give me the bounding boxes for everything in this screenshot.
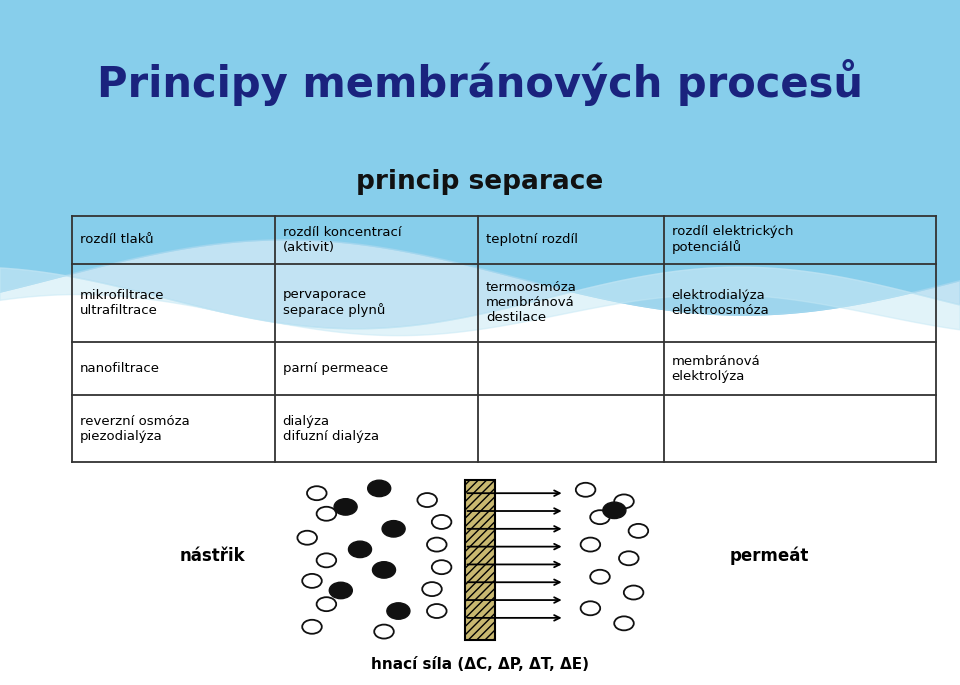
Circle shape	[372, 562, 396, 578]
Circle shape	[624, 586, 643, 599]
Circle shape	[382, 521, 405, 537]
Circle shape	[329, 582, 352, 599]
Circle shape	[427, 538, 446, 551]
Circle shape	[576, 483, 595, 497]
Text: nanofiltrace: nanofiltrace	[80, 362, 159, 375]
Text: mikrofiltrace
ultrafiltrace: mikrofiltrace ultrafiltrace	[80, 289, 164, 317]
Circle shape	[334, 499, 357, 515]
Text: rozdíl tlaků: rozdíl tlaků	[80, 234, 154, 247]
Circle shape	[374, 625, 394, 638]
Circle shape	[629, 524, 648, 538]
Text: parní permeace: parní permeace	[282, 362, 388, 375]
Circle shape	[432, 560, 451, 574]
Text: rozdíl elektrických
potenciálů: rozdíl elektrických potenciálů	[672, 225, 793, 255]
Text: dialýza
difuzní dialýza: dialýza difuzní dialýza	[282, 415, 379, 443]
Circle shape	[317, 553, 336, 567]
Circle shape	[581, 601, 600, 615]
Circle shape	[348, 541, 372, 558]
Circle shape	[432, 515, 451, 529]
Circle shape	[581, 538, 600, 551]
Text: termoosmóza
membránová
destilace: termoosmóza membránová destilace	[486, 282, 577, 325]
Circle shape	[422, 582, 442, 596]
Circle shape	[368, 480, 391, 497]
Circle shape	[614, 495, 634, 508]
Circle shape	[298, 531, 317, 545]
Text: pervaporace
separace plynů: pervaporace separace plynů	[282, 288, 385, 317]
Text: hnací síla (ΔC, ΔP, ΔT, ΔE): hnací síla (ΔC, ΔP, ΔT, ΔE)	[371, 657, 589, 672]
Text: permeát: permeát	[730, 547, 809, 566]
Circle shape	[317, 597, 336, 611]
Text: elektrodialýza
elektroosmóza: elektrodialýza elektroosmóza	[672, 289, 769, 317]
Text: reverzní osmóza
piezodialýza: reverzní osmóza piezodialýza	[80, 415, 189, 443]
Text: membránová
elektrolýza: membránová elektrolýza	[672, 355, 760, 382]
Circle shape	[590, 570, 610, 584]
Text: teplotní rozdíl: teplotní rozdíl	[486, 234, 578, 247]
Circle shape	[603, 502, 626, 519]
Circle shape	[590, 510, 610, 524]
Text: rozdíl koncentrací
(aktivit): rozdíl koncentrací (aktivit)	[282, 226, 401, 254]
Bar	[465, 479, 495, 640]
Circle shape	[418, 493, 437, 507]
Circle shape	[302, 574, 322, 588]
Circle shape	[307, 486, 326, 500]
Circle shape	[619, 551, 638, 565]
Circle shape	[387, 603, 410, 619]
Text: Principy membránových procesů: Principy membránových procesů	[97, 59, 863, 105]
Circle shape	[427, 604, 446, 618]
Circle shape	[317, 507, 336, 521]
Text: princip separace: princip separace	[356, 169, 604, 195]
Circle shape	[614, 616, 634, 630]
Text: nástřik: nástřik	[180, 547, 245, 565]
Circle shape	[302, 620, 322, 634]
